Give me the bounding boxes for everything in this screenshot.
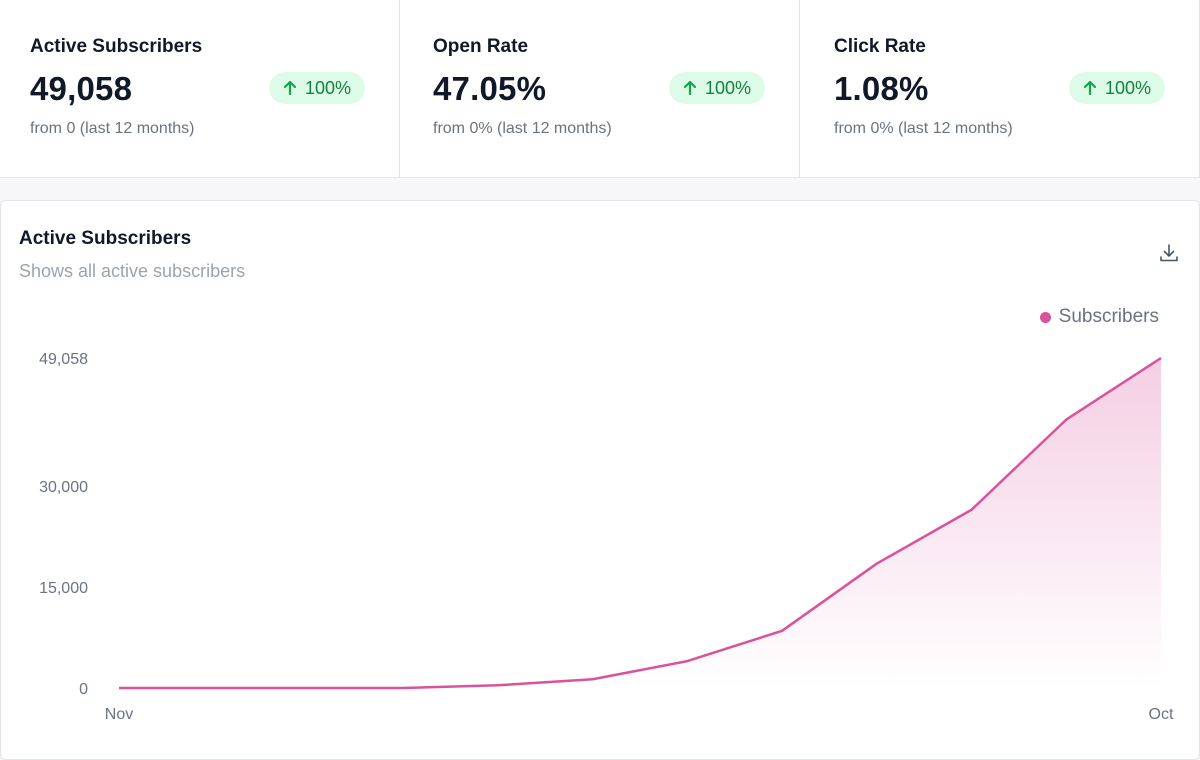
- chart-legend[interactable]: Subscribers: [1039, 306, 1159, 328]
- data-point[interactable]: [116, 685, 122, 691]
- legend-label: Subscribers: [1058, 306, 1159, 327]
- stat-value: 47.05%: [433, 70, 547, 107]
- stat-label: Open Rate: [433, 36, 529, 57]
- arrow-up-icon: [1083, 80, 1097, 96]
- arrow-up-icon: [683, 80, 697, 96]
- stat-subtitle: from 0% (last 12 months): [433, 120, 612, 137]
- change-value: 100%: [304, 77, 351, 98]
- data-point[interactable]: [1063, 417, 1069, 423]
- y-tick-label: 15,000: [39, 580, 88, 597]
- change-badge: 100%: [268, 72, 365, 104]
- data-point[interactable]: [495, 682, 501, 688]
- data-point[interactable]: [400, 685, 406, 691]
- y-tick-label: 0: [79, 681, 88, 698]
- series-line: [119, 356, 1162, 690]
- data-point[interactable]: [969, 507, 975, 513]
- download-icon: [1160, 244, 1178, 262]
- stat-card-open-rate: Open Rate 47.05% 100% from 0% (last 12 m…: [400, 0, 800, 177]
- data-point[interactable]: [590, 676, 596, 682]
- data-point[interactable]: [874, 561, 880, 567]
- stat-label: Click Rate: [834, 36, 926, 57]
- x-tick-label: Oct: [1149, 706, 1174, 723]
- stat-card-active-subscribers: Active Subscribers 49,058 100% from 0 (l…: [0, 0, 400, 177]
- y-tick-label: 49,058: [39, 351, 88, 368]
- y-tick-label: 30,000: [39, 479, 88, 496]
- change-badge: 100%: [668, 72, 765, 104]
- change-value: 100%: [704, 77, 751, 98]
- stat-value: 49,058: [30, 70, 133, 107]
- download-button[interactable]: [1157, 241, 1181, 265]
- chart-subtitle: Shows all active subscribers: [19, 261, 246, 281]
- arrow-up-icon: [283, 80, 297, 96]
- change-badge: 100%: [1068, 72, 1165, 104]
- data-point[interactable]: [1158, 355, 1164, 361]
- chart-plot: 0 15,000 30,000 49,058 Nov Oct: [39, 351, 1174, 723]
- data-point[interactable]: [211, 685, 217, 691]
- chart-card: Active Subscribers Shows all active subs…: [0, 200, 1200, 760]
- chart-title: Active Subscribers: [19, 228, 192, 249]
- series-area: [119, 358, 1161, 688]
- stats-row: Active Subscribers 49,058 100% from 0 (l…: [0, 0, 1200, 178]
- data-point[interactable]: [684, 658, 690, 664]
- x-tick-label: Nov: [105, 706, 133, 723]
- stat-value: 1.08%: [834, 70, 929, 107]
- stat-subtitle: from 0 (last 12 months): [30, 120, 195, 137]
- stat-subtitle: from 0% (last 12 months): [834, 120, 1013, 137]
- data-point[interactable]: [305, 685, 311, 691]
- stat-label: Active Subscribers: [30, 36, 203, 57]
- stat-card-click-rate: Click Rate 1.08% 100% from 0% (last 12 m…: [800, 0, 1199, 177]
- data-point[interactable]: [779, 628, 785, 634]
- change-value: 100%: [1104, 77, 1151, 98]
- legend-dot: [1039, 311, 1051, 323]
